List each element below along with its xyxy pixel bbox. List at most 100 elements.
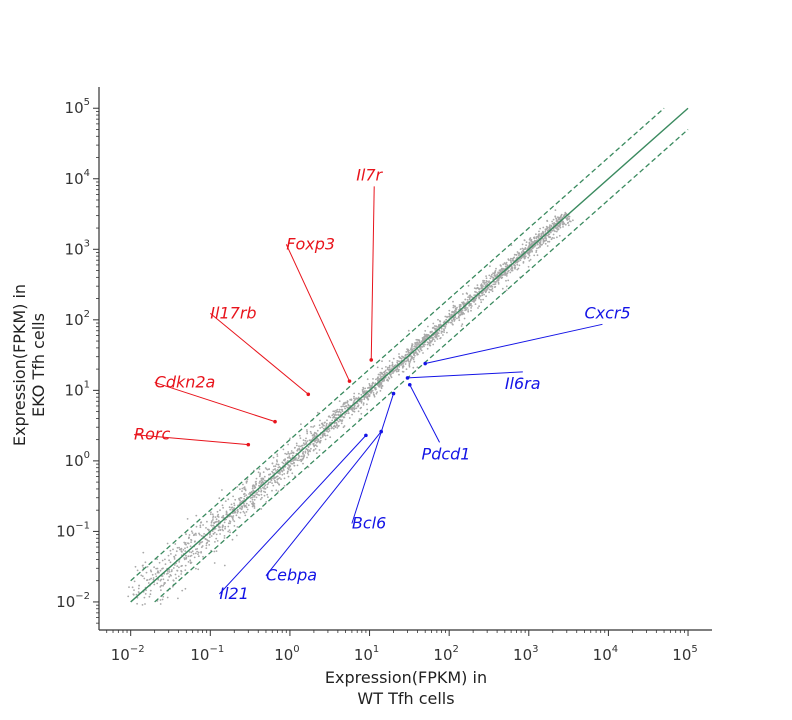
axes: 10−2 10−1 100 101 102 103 104 105 10−2 10−1 100 101… [56,87,712,664]
gene-point [188,551,191,553]
gene-point [428,344,431,347]
gene-point [344,407,346,410]
gene-point [458,304,461,306]
gene-point [299,458,302,461]
gene-point [229,520,232,523]
gene-point [323,434,325,437]
gene-point [554,230,556,233]
gene-point [335,421,338,424]
gene-point [288,467,290,469]
gene-point [308,449,311,452]
gene-point [463,302,466,305]
y-tick-label: 100 [65,450,90,470]
gene-point [510,257,512,260]
gene-point [312,426,314,428]
gene-point [495,267,497,270]
gene-point [221,489,223,491]
gene-point [353,395,355,398]
gene-point [533,254,536,257]
gene-point [189,559,192,562]
gene-point [319,419,321,422]
gene-point [358,400,361,403]
gene-point [303,455,305,458]
gene-point [407,329,410,332]
gene-point [406,349,409,352]
annotation-point-pdcd1 [407,382,412,387]
gene-point [552,218,555,221]
gene-point [209,533,211,536]
gene-point [161,559,164,562]
gene-point [282,462,285,465]
gene-point [233,525,236,527]
gene-point [487,281,490,283]
annotation-label-pdcd1: Pdcd1 [422,444,471,463]
gene-point [329,416,332,419]
gene-point [164,563,167,566]
gene-point [157,571,160,573]
gene-point [351,413,353,416]
gene-point [548,233,551,236]
gene-point [186,546,189,549]
gene-point [436,338,439,340]
gene-point [361,390,364,392]
gene-point [546,229,549,232]
gene-point [225,512,228,514]
annotation-line-il21 [219,435,367,595]
gene-point [306,430,308,433]
gene-point [339,419,341,421]
gene-point [497,281,500,284]
gene-point [153,566,156,569]
gene-point [366,408,369,411]
gene-point [340,405,343,408]
gene-point [538,241,541,244]
gene-point [519,248,522,251]
gene-point [360,400,362,403]
gene-point [337,425,340,428]
gene-point [352,401,355,404]
gene-point [252,490,255,492]
gene-point [235,514,238,517]
gene-point [190,551,193,554]
gene-point [371,389,374,392]
gene-point [306,448,309,451]
gene-point [181,564,183,567]
gene-point [146,579,149,581]
gene-point [268,468,271,470]
gene-point [392,370,395,373]
gene-point [278,483,280,486]
gene-point [160,584,163,587]
gene-point [377,373,380,376]
gene-point [386,371,388,374]
gene-point [529,244,532,247]
gene-point [316,434,318,436]
gene-point [376,379,379,382]
gene-point [234,498,237,501]
gene-point [497,271,499,274]
gene-point [225,510,228,513]
gene-point [549,231,552,234]
gene-point [302,439,305,441]
gene-point [174,543,177,545]
gene-point [294,459,297,461]
gene-point [480,301,483,304]
gene-point [431,339,433,342]
annotation-line-il17rb [209,312,309,395]
gene-point [296,444,298,447]
gene-point [279,473,281,475]
gene-point [379,375,382,377]
gene-point [194,552,197,555]
gene-point [556,227,559,229]
gene-point [189,545,192,548]
gene-point [333,410,336,413]
gene-point [271,482,273,484]
gene-point [292,459,294,462]
gene-point [210,520,213,522]
gene-point [275,470,277,472]
gene-point [515,253,517,256]
gene-point [181,589,184,592]
annotation-point-il7r [369,358,374,362]
gene-point [132,593,135,596]
gene-point [158,561,161,564]
gene-point [253,494,256,497]
gene-point [207,528,210,531]
